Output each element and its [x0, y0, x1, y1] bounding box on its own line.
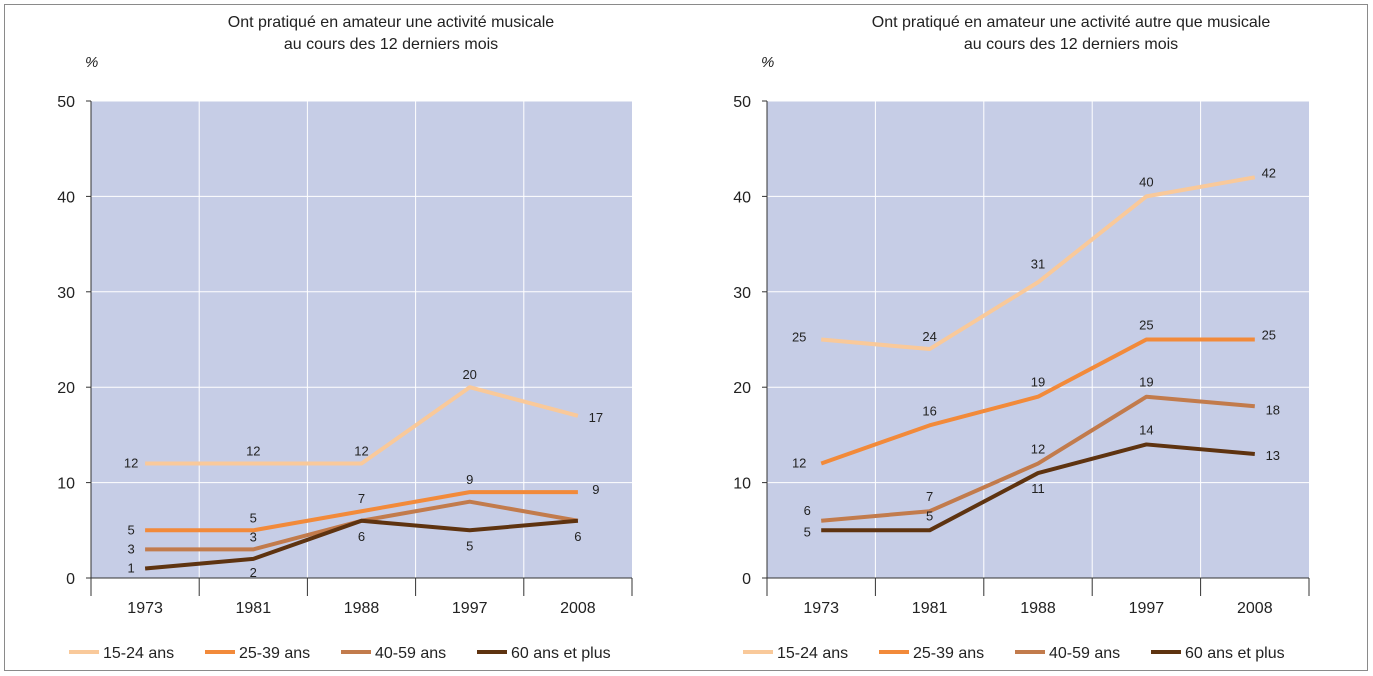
- data-label: 3: [250, 529, 257, 544]
- x-tick-label: 1997: [452, 600, 488, 617]
- data-label: 6: [574, 529, 581, 544]
- x-tick-label: 1973: [127, 600, 163, 617]
- x-tick-label: 2008: [560, 600, 596, 617]
- data-label: 25: [1139, 318, 1153, 333]
- data-label: 24: [922, 329, 936, 344]
- chart-title-line: Ont pratiqué en amateur une activité mus…: [228, 14, 555, 31]
- data-label: 5: [250, 510, 257, 525]
- legend-label: 40-59 ans: [1049, 645, 1120, 662]
- legend-label: 60 ans et plus: [511, 645, 611, 662]
- data-label: 11: [1031, 481, 1045, 496]
- x-tick-label: 1988: [344, 600, 380, 617]
- x-tick-label: 1981: [236, 600, 272, 617]
- data-label: 16: [922, 403, 936, 418]
- data-label: 12: [354, 444, 368, 459]
- data-label: 2: [250, 565, 257, 580]
- data-label: 12: [792, 456, 806, 471]
- series-line: [821, 175, 1256, 352]
- data-label: 19: [1139, 375, 1153, 390]
- data-label: 6: [358, 529, 365, 544]
- y-tick-label: 40: [733, 189, 751, 206]
- data-label: 7: [926, 489, 933, 504]
- series-line: [820, 337, 1255, 466]
- data-label: 5: [804, 524, 811, 539]
- data-label: 12: [246, 444, 260, 459]
- data-label: 17: [589, 410, 603, 425]
- data-label: 12: [1031, 442, 1045, 457]
- data-label: 5: [466, 538, 473, 553]
- data-label: 19: [1031, 375, 1045, 390]
- series-line: [144, 518, 579, 571]
- data-label: 9: [592, 482, 599, 497]
- data-label: 7: [358, 491, 365, 506]
- legend-label: 60 ans et plus: [1185, 645, 1285, 662]
- legend-label: 15-24 ans: [103, 645, 174, 662]
- data-label: 3: [127, 541, 134, 556]
- y-unit-label: %: [85, 54, 98, 71]
- x-tick-label: 2008: [1237, 600, 1273, 617]
- data-label: 12: [124, 456, 138, 471]
- x-tick-label: 1973: [803, 600, 839, 617]
- x-tick-label: 1988: [1020, 600, 1056, 617]
- y-tick-label: 0: [66, 571, 75, 588]
- plot-area: [91, 101, 632, 578]
- data-label: 25: [1262, 328, 1276, 343]
- legend-label: 40-59 ans: [375, 645, 446, 662]
- x-tick-label: 1997: [1129, 600, 1165, 617]
- chart-title-line: au cours des 12 derniers mois: [964, 36, 1178, 53]
- chart-right-svg: Ont pratiqué en amateur une activité aut…: [733, 14, 1310, 662]
- data-label: 25: [792, 330, 806, 345]
- data-label: 18: [1266, 402, 1280, 417]
- data-label: 42: [1262, 165, 1276, 180]
- y-unit-label: %: [761, 54, 774, 71]
- y-tick-label: 50: [733, 94, 751, 111]
- series-line: [821, 394, 1255, 523]
- y-tick-label: 40: [57, 189, 75, 206]
- data-label: 14: [1139, 422, 1153, 437]
- data-label: 5: [127, 522, 134, 537]
- chart-left-svg: Ont pratiqué en amateur une activité mus…: [57, 14, 633, 662]
- chart-panel-left: Ont pratiqué en amateur une activité mus…: [5, 5, 687, 672]
- chart-title-line: Ont pratiqué en amateur une activité aut…: [872, 14, 1271, 31]
- data-label: 40: [1139, 174, 1153, 189]
- y-tick-label: 20: [733, 380, 751, 397]
- legend-label: 25-39 ans: [239, 645, 310, 662]
- y-tick-label: 10: [57, 476, 75, 493]
- figure-frame: Ont pratiqué en amateur une activité mus…: [4, 4, 1368, 671]
- data-label: 6: [804, 503, 811, 518]
- y-tick-label: 0: [742, 571, 751, 588]
- y-tick-label: 50: [57, 94, 75, 111]
- data-label: 31: [1031, 256, 1045, 271]
- data-label: 5: [926, 508, 933, 523]
- legend-label: 15-24 ans: [777, 645, 848, 662]
- data-label: 1: [127, 560, 134, 575]
- y-tick-label: 30: [733, 285, 751, 302]
- chart-title-line: au cours des 12 derniers mois: [284, 36, 498, 53]
- legend-label: 25-39 ans: [913, 645, 984, 662]
- chart-panel-right: Ont pratiqué en amateur une activité aut…: [687, 5, 1369, 672]
- y-tick-label: 20: [57, 380, 75, 397]
- series-line: [821, 442, 1255, 533]
- data-label: 13: [1266, 448, 1280, 463]
- y-tick-label: 10: [733, 476, 751, 493]
- x-tick-label: 1981: [912, 600, 948, 617]
- data-label: 9: [466, 472, 473, 487]
- series-line: [145, 385, 579, 466]
- y-tick-label: 30: [57, 285, 75, 302]
- series-line: [145, 490, 578, 533]
- data-label: 20: [462, 367, 476, 382]
